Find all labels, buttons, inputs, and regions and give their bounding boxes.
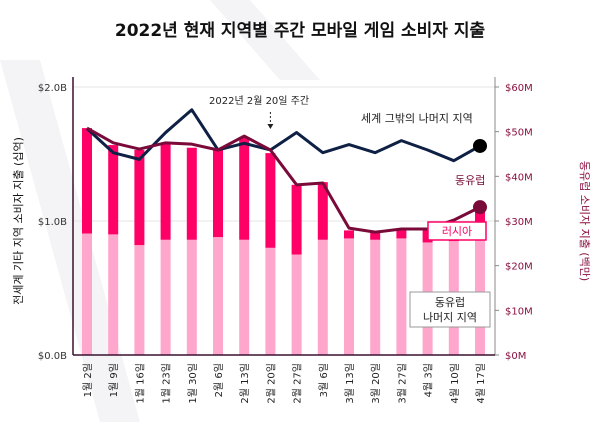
bar-russia [108,145,119,235]
x-tick-label: 4월 10일 [449,363,461,404]
x-tick-label: 4월 17일 [475,363,487,404]
chart-title: 2022년 현재 지역별 주간 모바일 게임 소비자 지출 [114,21,486,41]
series-label-rest-of-eastern-europe-2: 나머지 지역 [423,311,477,324]
x-tick-label: 2월 6일 [213,363,225,397]
right-tick-label: $10M [505,306,533,317]
bar-russia [265,153,276,248]
right-tick-label: $50M [505,128,533,139]
x-tick-label: 3월 20일 [370,363,382,404]
bar-rest-of-eastern-europe [134,245,145,355]
series-label-rest-of-world: 세계 그밖의 나머지 지역 [361,112,473,125]
bar-russia [134,149,145,246]
x-tick-label: 1월 23일 [161,363,173,404]
left-tick-label: $1.0B [38,217,67,228]
bar-rest-of-eastern-europe [265,247,276,355]
bar-russia [213,149,223,238]
series-label-rest-of-eastern-europe: 동유럽 [435,295,465,309]
bar-russia [291,184,302,255]
bar-rest-of-eastern-europe [82,233,92,355]
bar-rest-of-eastern-europe [317,239,328,355]
x-tick-label: 1월 2일 [82,363,94,397]
right-tick-label: $20M [505,262,533,273]
event-annotation: 2022년 2월 20일 주간 [209,95,309,107]
left-axis-label: 전세계 기타 지역 소비자 지출 (십억) [11,137,25,305]
line-eastern-europe-end-marker [473,200,487,215]
event-arrow-head [267,124,274,129]
x-tick-label: 1월 30일 [187,363,199,404]
bar-rest-of-eastern-europe [108,234,119,355]
bar-rest-of-eastern-europe [186,239,197,355]
bar-russia [396,228,407,239]
x-tick-label: 4월 3일 [423,363,435,397]
bar-rest-of-eastern-europe [291,254,302,355]
x-tick-label: 2월 27일 [292,363,304,404]
x-tick-label: 1월 9일 [108,363,120,397]
bar-russia [82,128,92,234]
line-eastern-europe [86,126,481,234]
bar-russia [344,230,354,239]
right-tick-label: $40M [505,172,533,183]
x-tick-label: 3월 27일 [396,363,408,404]
bar-rest-of-eastern-europe [344,238,354,355]
bar-russia [239,137,250,240]
series-label-eastern-europe: 동유럽 [455,173,485,187]
bar-russia [317,182,328,240]
x-tick-label: 2월 20일 [265,363,277,404]
right-tick-label: $60M [505,83,533,94]
bar-rest-of-eastern-europe [370,239,381,355]
series-label-russia: 러시아 [442,225,472,238]
bar-rest-of-eastern-europe [213,237,223,355]
x-tick-label: 3월 13일 [344,363,356,404]
bar-russia [160,143,171,240]
left-tick-label: $2.0B [38,83,67,94]
bar-rest-of-eastern-europe [396,238,407,355]
line-rest-of-world-end-marker [473,138,487,153]
bar-russia [186,147,197,240]
right-tick-label: $0M [505,351,526,362]
right-tick-label: $30M [505,217,533,228]
x-tick-label: 3월 6일 [318,363,330,397]
right-axis-label: 동유럽 소비자 지출 (백만) [578,160,592,282]
bar-rest-of-eastern-europe [160,239,171,355]
left-tick-label: $0.0B [38,351,67,362]
legend-box-russia [427,221,487,241]
legend-box-rest-of-eastern-europe [409,291,491,328]
bar-russia [370,230,381,240]
x-tick-label: 2월 13일 [239,363,251,404]
bar-rest-of-eastern-europe [239,239,250,355]
x-tick-label: 1월 16일 [134,363,146,404]
